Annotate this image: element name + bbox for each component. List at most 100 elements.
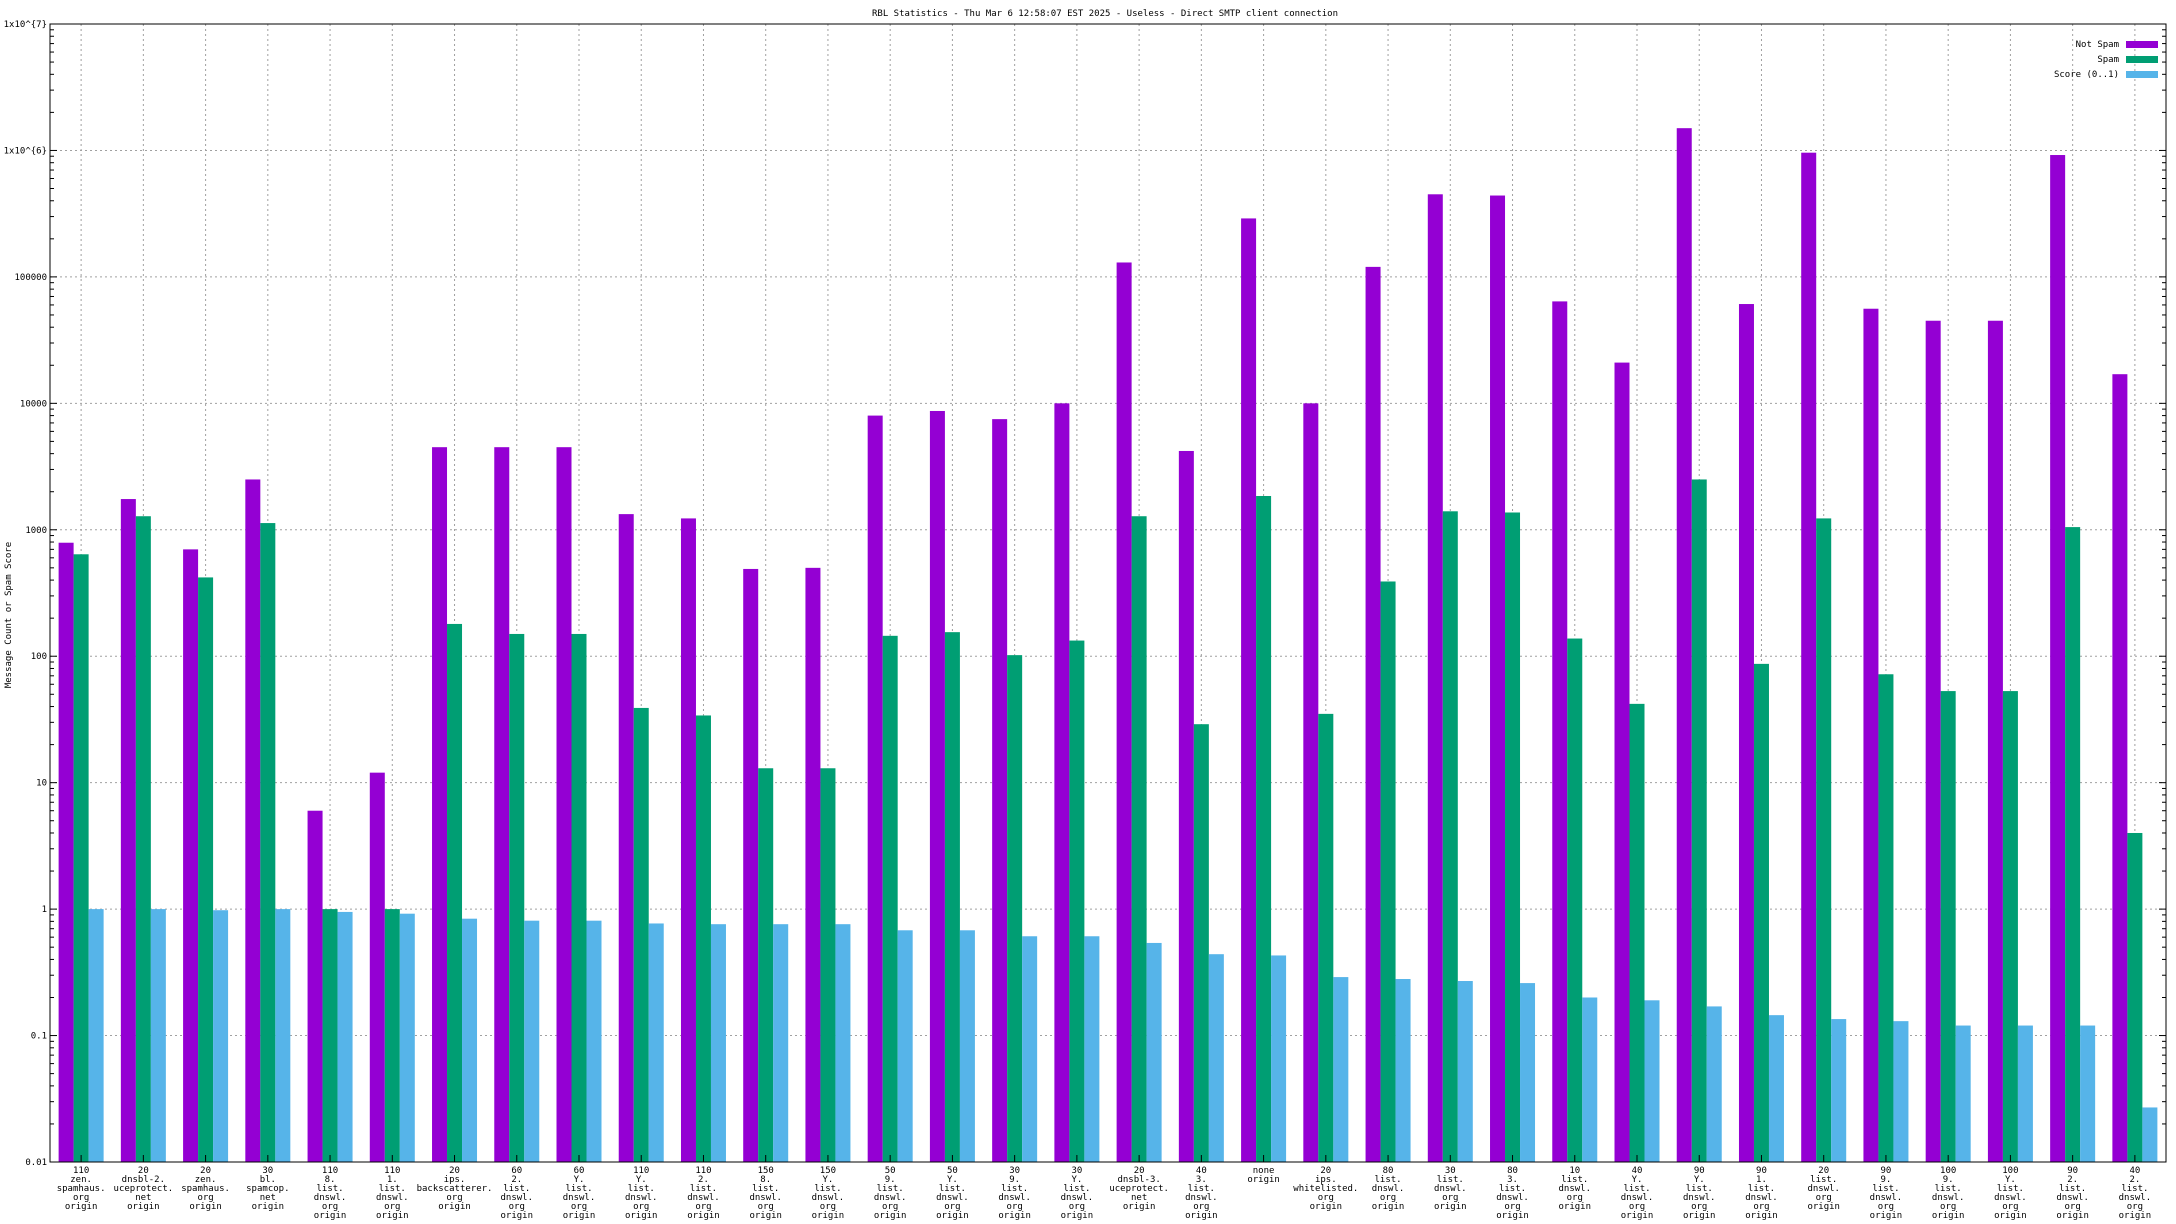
x-tick-label-line: org — [820, 1202, 836, 1212]
x-tick-label-line: 110 — [322, 1166, 338, 1176]
x-tick-label-line: dnswl. — [314, 1193, 347, 1203]
x-tick-label-line: 20 — [138, 1166, 149, 1176]
y-tick-label: 10 — [36, 779, 47, 789]
not-spam-bar — [432, 447, 448, 1162]
x-tick-label-line: dnswl. — [998, 1193, 1031, 1203]
x-tick-label-line: org — [1629, 1202, 1645, 1212]
x-tick-label-line: org — [695, 1202, 711, 1212]
x-tick-label-line: list. — [1499, 1184, 1526, 1194]
x-tick-label-line: list. — [1623, 1184, 1650, 1194]
y-tick-label: 1000 — [25, 526, 47, 536]
x-tick-label: 20 ips. whitelisted. org origin — [1293, 1166, 1358, 1212]
x-tick-label-line: 90 — [1756, 1166, 1767, 1176]
spam-bar — [1816, 518, 1832, 1162]
plot-border — [49, 23, 2167, 1163]
y-tick-label: 0.01 — [25, 1158, 47, 1168]
x-tick-label-line: origin — [252, 1202, 285, 1212]
x-tick-label-line: origin — [1061, 1211, 1094, 1221]
not-spam-bar — [743, 568, 759, 1162]
x-tick-label-line: dnswl. — [625, 1193, 658, 1203]
spam-bar — [447, 623, 463, 1162]
x-tick-label-line: list. — [1686, 1184, 1713, 1194]
x-tick-label: 110 8. list. dnswl. org origin — [314, 1166, 347, 1221]
x-tick-label-line: list. — [939, 1184, 966, 1194]
spam-bar — [1256, 495, 1272, 1163]
y-tick-label: 1x10^{6} — [4, 146, 47, 156]
not-spam-bar — [183, 549, 199, 1162]
x-tick-label-line: dnswl. — [1559, 1184, 1592, 1194]
not-spam-bar — [1241, 218, 1257, 1162]
x-tick-label-line: 100 — [1940, 1166, 1956, 1176]
x-tick-label-line: origin — [1994, 1211, 2027, 1221]
score-bar — [1022, 936, 1038, 1162]
not-spam-bar — [1738, 304, 1754, 1163]
x-tick-label-line: dnswl. — [501, 1193, 534, 1203]
score-bar — [835, 924, 851, 1162]
not-spam-bar — [1365, 266, 1381, 1163]
x-tick-label-line: Y. — [823, 1175, 834, 1185]
x-tick-label-line: 150 — [758, 1166, 774, 1176]
x-tick-label-line: spamhaus. — [57, 1184, 106, 1194]
not-spam-bar — [369, 772, 385, 1162]
x-tick-label-line: org — [758, 1202, 774, 1212]
x-tick-label-line: dnswl. — [749, 1193, 782, 1203]
x-tick-label-line: origin — [1247, 1175, 1280, 1185]
x-tick-label-line: origin — [563, 1211, 596, 1221]
score-bar — [524, 920, 540, 1162]
spam-bar — [1629, 703, 1645, 1162]
y-tick-label: 10000 — [20, 399, 47, 409]
x-tick-label-line: 9. — [1943, 1175, 1954, 1185]
spam-bar — [1380, 581, 1396, 1162]
x-tick-label-line: Y. — [947, 1175, 958, 1185]
x-tick-label-line: 100 — [2002, 1166, 2018, 1176]
x-tick-label-line: 10 — [1569, 1166, 1580, 1176]
x-tick-label-line: 3. — [1507, 1175, 1518, 1185]
score-bar — [1457, 981, 1473, 1162]
x-tick-label-line: origin — [1123, 1202, 1156, 1212]
y-tick-label: 1x10^{7} — [4, 20, 47, 30]
score-bar — [150, 909, 166, 1162]
x-tick-label-line: origin — [65, 1202, 98, 1212]
x-tick-label-line: whitelisted. — [1293, 1184, 1358, 1194]
x-tick-label-line: ips. — [444, 1175, 466, 1185]
x-tick-label-line: dnswl. — [1994, 1193, 2027, 1203]
x-tick-label-line: 2. — [2129, 1175, 2140, 1185]
x-tick-label-line: org — [571, 1202, 587, 1212]
x-tick-label-line: org — [944, 1202, 960, 1212]
not-spam-bar — [307, 810, 323, 1162]
spam-bar — [1878, 674, 1894, 1162]
x-tick-label-line: origin — [314, 1211, 347, 1221]
x-tick-label-line: origin — [1372, 1202, 1405, 1212]
spam-bar — [1691, 479, 1707, 1163]
x-tick-label-line: 60 — [574, 1166, 585, 1176]
x-tick-label-line: 20 — [1134, 1166, 1145, 1176]
x-tick-label-line: dnswl. — [936, 1193, 969, 1203]
x-tick-label-line: 110 — [384, 1166, 400, 1176]
score-bar — [586, 920, 602, 1162]
x-tick-label-line: list. — [1001, 1184, 1028, 1194]
score-bar — [1333, 977, 1349, 1162]
x-tick-label-line: none — [1253, 1166, 1275, 1176]
x-tick-label-line: 30 — [262, 1166, 273, 1176]
x-tick-label-line: origin — [376, 1211, 409, 1221]
x-tick-label-line: dnswl. — [874, 1193, 907, 1203]
not-spam-bar — [1303, 403, 1319, 1162]
spam-bar — [384, 909, 400, 1162]
score-bar — [1146, 942, 1162, 1162]
x-tick-label: 110 2. list. dnswl. org origin — [687, 1166, 720, 1221]
spam-bar — [1753, 663, 1769, 1162]
x-tick-label-line: org — [1069, 1202, 1085, 1212]
not-spam-bar — [1801, 152, 1817, 1162]
y-tick-label: 100000 — [14, 273, 47, 283]
x-tick-label-line: Y. — [1071, 1175, 1082, 1185]
score-bar — [213, 910, 229, 1162]
x-tick-label-line: 30 — [1009, 1166, 1020, 1176]
spam-bar — [73, 554, 89, 1162]
x-tick-label-line: org — [1691, 1202, 1707, 1212]
x-tick-label: 30 9. list. dnswl. org origin — [998, 1166, 1031, 1221]
score-bar — [1706, 1006, 1722, 1162]
not-spam-bar — [1427, 194, 1443, 1162]
axis-layer: 0.010.11101001000100001000001x10^{6}1x10… — [4, 20, 2167, 1221]
x-tick-label-line: spamhaus. — [181, 1184, 230, 1194]
x-tick-label: 80 3. list. dnswl. org origin — [1496, 1166, 1529, 1221]
